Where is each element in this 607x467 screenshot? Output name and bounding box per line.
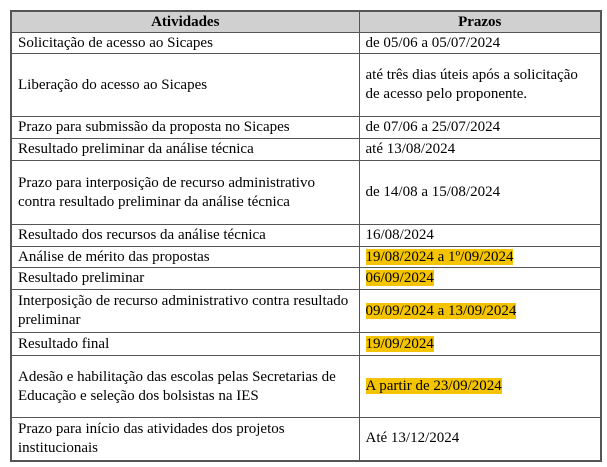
deadline-cell: de 07/06 a 25/07/2024: [358, 116, 602, 139]
deadline-cell: até três dias úteis após a solicitação d…: [358, 53, 602, 117]
table-row: Análise de mérito das propostas 19/08/202…: [10, 246, 602, 268]
activity-cell: Interposição de recurso administrativo c…: [10, 289, 360, 333]
table-row: Resultado final 19/09/2024: [10, 332, 602, 356]
activity-cell: Resultado preliminar da análise técnica: [10, 138, 360, 161]
table-row: Solicitação de acesso ao Sicapes de 05/06…: [10, 32, 602, 54]
deadline-cell: de 14/08 a 15/08/2024: [358, 160, 602, 225]
table-row: Resultado preliminar da análise técnica a…: [10, 138, 602, 161]
deadline-text: de 07/06 a 25/07/2024: [365, 119, 501, 135]
deadline-text: 16/08/2024: [365, 227, 434, 243]
deadline-cell: Até 13/12/2024: [358, 417, 602, 461]
deadline-text: A partir de 23/09/2024: [365, 378, 502, 394]
deadline-cell: 19/09/2024: [358, 332, 602, 356]
activity-cell: Solicitação de acesso ao Sicapes: [10, 32, 360, 54]
deadline-cell: 16/08/2024: [358, 224, 602, 247]
activity-cell: Liberação do acesso ao Sicapes: [10, 53, 360, 117]
deadline-cell: 19/08/2024 a 1º/09/2024: [358, 246, 602, 268]
table-row: Interposição de recurso administrativo c…: [10, 289, 602, 333]
deadline-cell: A partir de 23/09/2024: [358, 355, 602, 418]
header-activities: Atividades: [10, 10, 360, 33]
activity-cell: Análise de mérito das propostas: [10, 246, 360, 268]
header-row: Atividades Prazos: [10, 10, 602, 33]
deadline-cell: 09/09/2024 a 13/09/2024: [358, 289, 602, 333]
deadline-text: 19/09/2024: [365, 335, 434, 352]
table-row: Prazo para submissão da proposta no Sica…: [10, 116, 602, 139]
deadline-cell: até 13/08/2024: [358, 138, 602, 161]
deadline-text: de 14/08 a 15/08/2024: [365, 184, 501, 200]
table-row: Adesão e habilitação das escolas pelas S…: [10, 355, 602, 418]
table-row: Prazo para início das atividades dos pro…: [10, 417, 602, 461]
activity-cell: Prazo para início das atividades dos pro…: [10, 417, 360, 461]
deadline-text: Até 13/12/2024: [365, 430, 460, 447]
table-row: Prazo para interposição de recurso admin…: [10, 160, 602, 225]
deadline-text: de 05/06 a 05/07/2024: [365, 34, 501, 51]
activity-cell: Resultado dos recursos da análise técnic…: [10, 224, 360, 247]
deadline-cell: 06/09/2024: [358, 267, 602, 290]
deadline-text: 06/09/2024: [365, 270, 434, 286]
activity-cell: Prazo para interposição de recurso admin…: [10, 160, 360, 225]
table-row: Resultado preliminar 06/09/2024: [10, 267, 602, 290]
schedule-table: Atividades Prazos Solicitação de acesso …: [10, 10, 602, 462]
activity-cell: Resultado final: [10, 332, 360, 356]
activity-cell: Adesão e habilitação das escolas pelas S…: [10, 355, 360, 418]
table-row: Liberação do acesso ao Sicapes até três d…: [10, 53, 602, 117]
deadline-text: 19/08/2024 a 1º/09/2024: [365, 248, 514, 265]
table-row: Resultado dos recursos da análise técnic…: [10, 224, 602, 247]
deadline-cell: de 05/06 a 05/07/2024: [358, 32, 602, 54]
activity-cell: Prazo para submissão da proposta no Sica…: [10, 116, 360, 139]
deadline-text: 09/09/2024 a 13/09/2024: [365, 302, 517, 319]
header-deadlines: Prazos: [358, 10, 602, 33]
deadline-text: até três dias úteis após a solicitação d…: [365, 67, 578, 102]
activity-cell: Resultado preliminar: [10, 267, 360, 290]
deadline-text: até 13/08/2024: [365, 141, 456, 157]
